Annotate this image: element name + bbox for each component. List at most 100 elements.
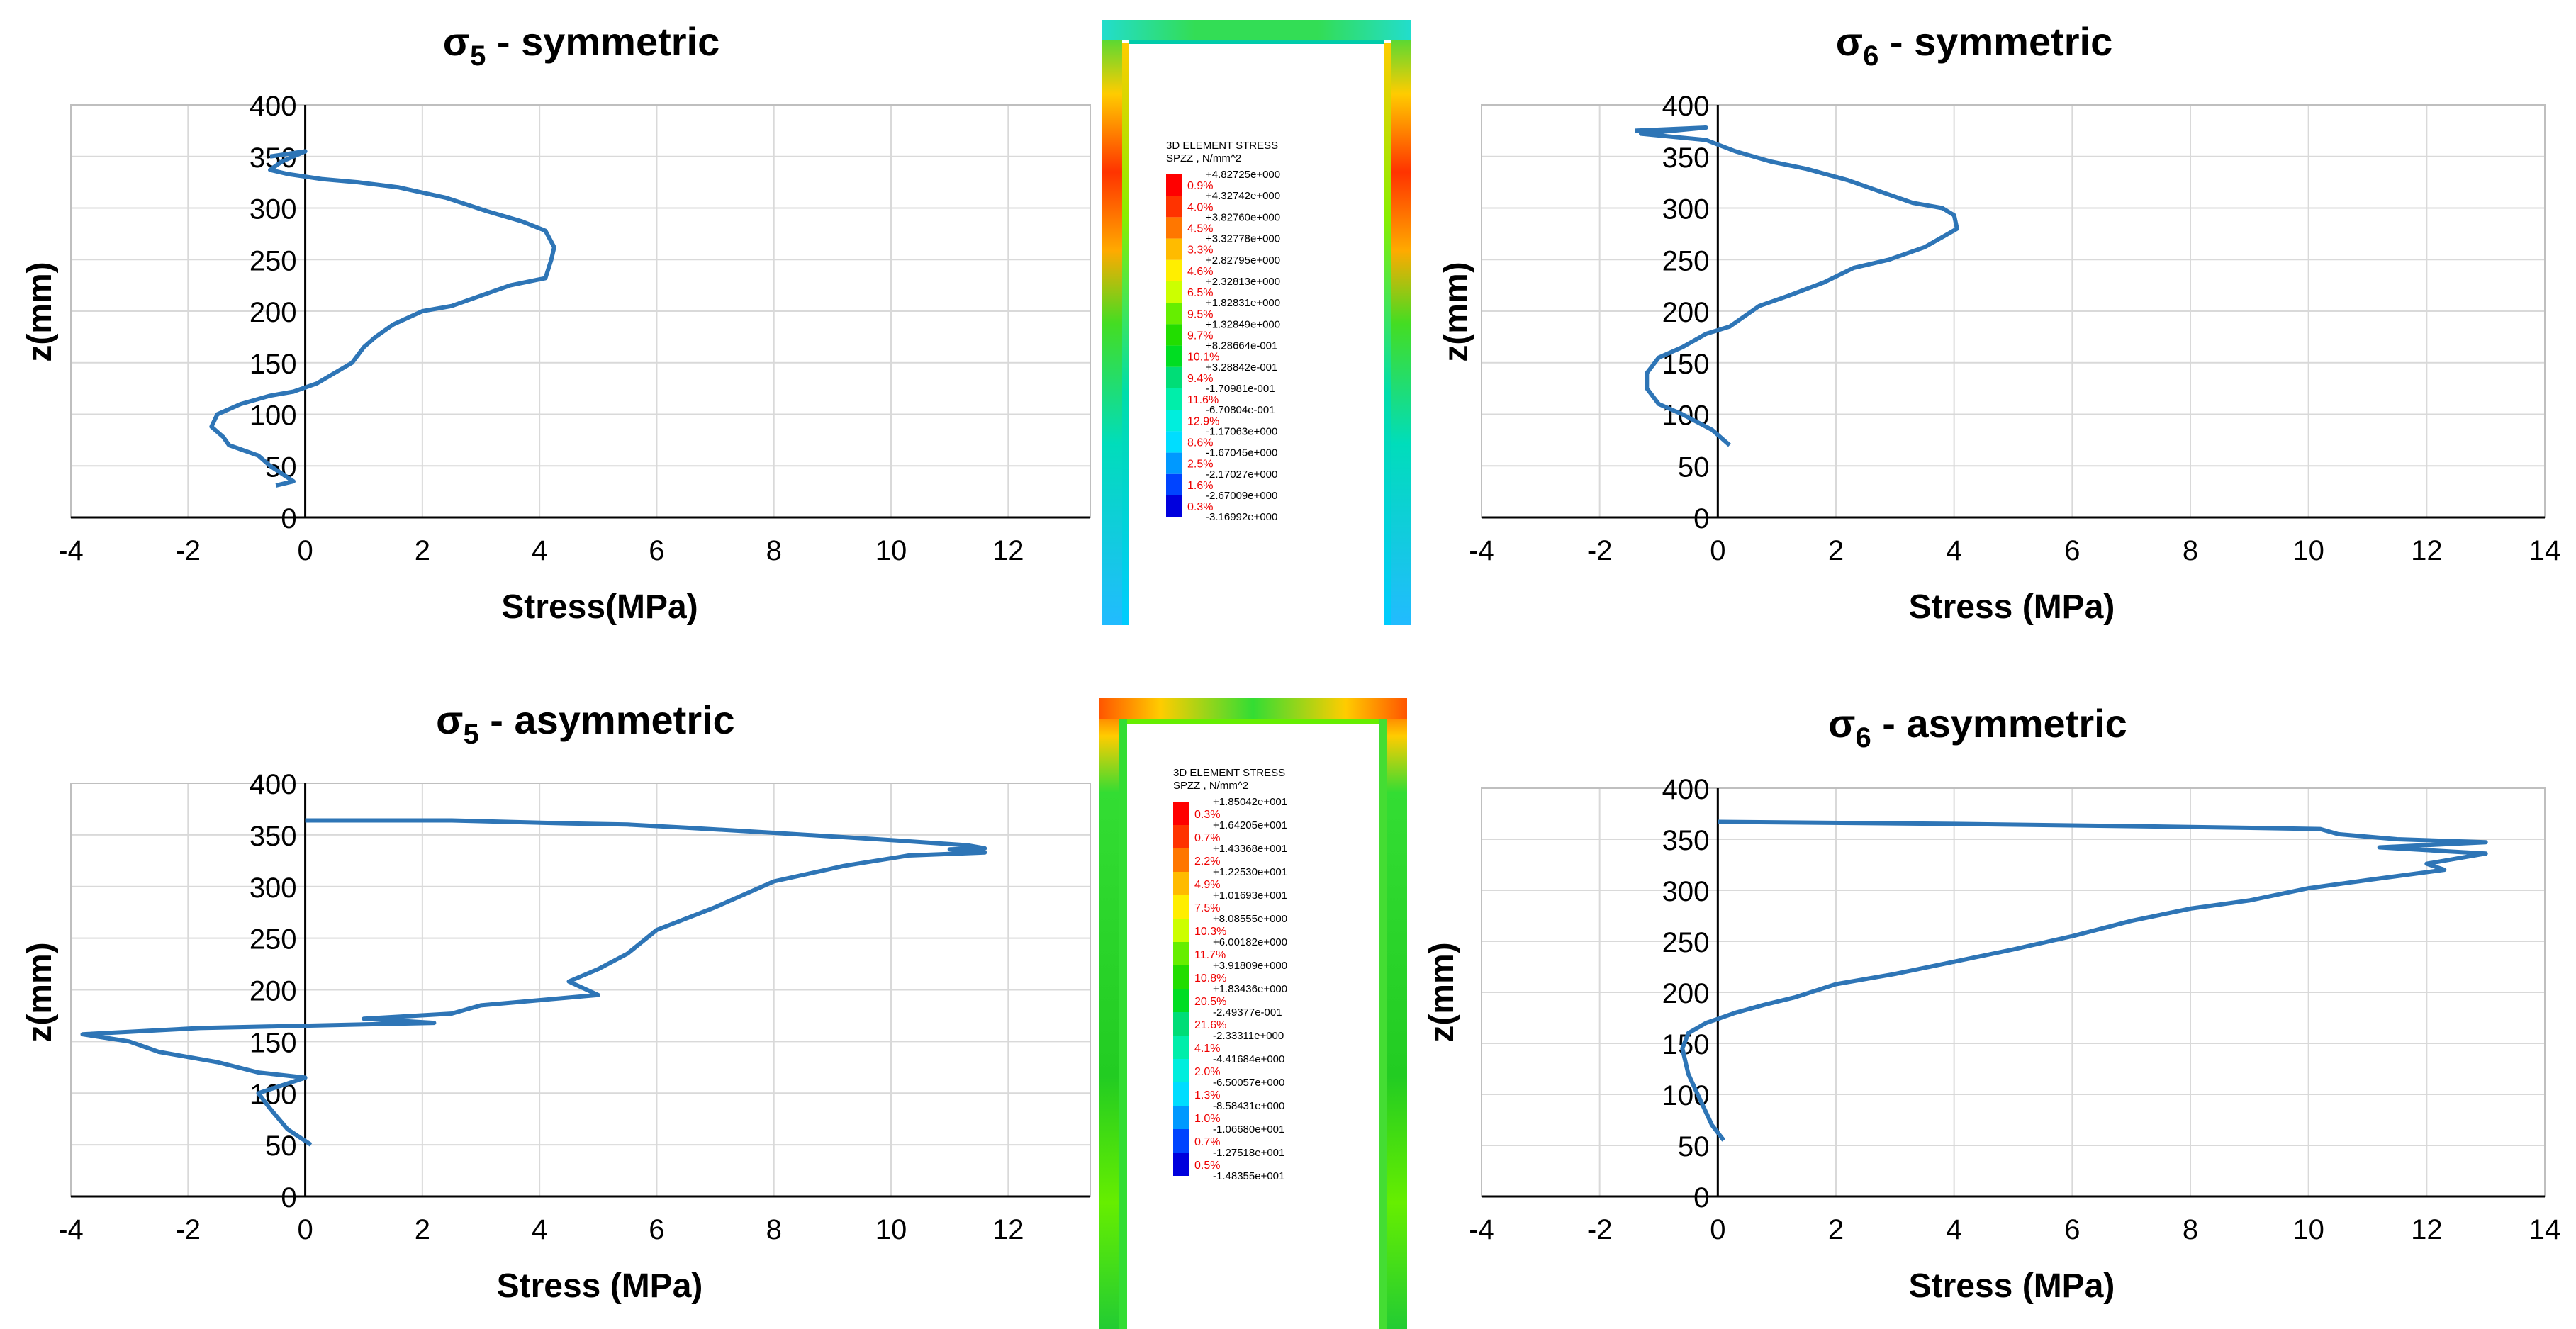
legend-percent: 4.9% <box>1194 879 1220 891</box>
x-tick-label: 8 <box>766 535 782 566</box>
legend-percent: 1.6% <box>1187 480 1213 492</box>
x-tick-label: 12 <box>992 535 1024 566</box>
legend-swatch <box>1173 1059 1189 1082</box>
legend-value: +1.32849e+000 <box>1206 318 1280 330</box>
legend-swatch <box>1173 1082 1189 1106</box>
x-tick-label: 0 <box>1710 535 1725 566</box>
legend-swatch <box>1173 1106 1189 1129</box>
legend-percent: 10.3% <box>1194 926 1226 938</box>
legend-percent: 2.2% <box>1194 856 1220 868</box>
legend-swatch <box>1166 452 1182 474</box>
x-tick-label: 14 <box>2529 535 2561 566</box>
y-tick-label: 0 <box>281 1182 296 1213</box>
legend-swatch <box>1166 174 1182 196</box>
x-tick-label: -2 <box>175 1214 201 1245</box>
legend-swatch <box>1166 303 1182 325</box>
legend-percent: 6.5% <box>1187 287 1213 299</box>
series-line <box>1680 819 2488 1142</box>
x-tick-label: 10 <box>2292 535 2324 566</box>
legend-swatch <box>1166 196 1182 218</box>
legend-value: -8.58431e+000 <box>1213 1100 1284 1112</box>
legend-percent: 0.3% <box>1187 501 1213 513</box>
x-tick-label: 12 <box>2411 535 2443 566</box>
x-axis-label: Stress (MPa) <box>497 1267 703 1305</box>
y-tick-label: 300 <box>250 873 297 904</box>
legend-percent: 1.0% <box>1194 1113 1220 1125</box>
x-tick-label: 0 <box>1710 1214 1725 1245</box>
legend-swatch <box>1166 281 1182 303</box>
x-tick-label: 8 <box>766 1214 782 1245</box>
legend-swatch <box>1173 989 1189 1012</box>
x-tick-label: 6 <box>649 1214 664 1245</box>
legend-header: 3D ELEMENT STRESS <box>1166 140 1278 152</box>
x-axis-label: Stress (MPa) <box>1909 588 2115 626</box>
legend-swatch <box>1173 895 1189 919</box>
legend-percent: 4.1% <box>1194 1043 1220 1055</box>
y-tick-label: 350 <box>250 821 297 852</box>
x-tick-label: 14 <box>2529 1214 2561 1245</box>
y-axis-label: z(mm) <box>1438 262 1475 361</box>
grid <box>1481 104 2546 518</box>
x-tick-label: 4 <box>532 535 547 566</box>
legend-percent: 0.9% <box>1187 180 1213 192</box>
legend-percent: 9.5% <box>1187 308 1213 320</box>
y-tick-label: 300 <box>250 194 297 225</box>
legend-percent: 7.5% <box>1194 902 1220 914</box>
y-tick-label: 250 <box>250 924 297 955</box>
legend-value: -2.17027e+000 <box>1206 469 1277 481</box>
series-line <box>1635 125 1959 447</box>
legend-percent: 0.5% <box>1194 1160 1220 1172</box>
legend-swatches <box>1166 174 1182 517</box>
legend-swatch <box>1166 473 1182 495</box>
legend-units: SPZZ , N/mm^2 <box>1166 152 1241 164</box>
legend-percent: 12.9% <box>1187 415 1219 427</box>
x-tick-label: 8 <box>2183 535 2198 566</box>
x-tick-label: 12 <box>992 1214 1024 1245</box>
y-tick-label: 400 <box>250 91 297 122</box>
contour-background <box>1102 21 1412 625</box>
legend-value: +3.32778e+000 <box>1206 233 1280 245</box>
legend-value: +1.85042e+001 <box>1213 796 1287 808</box>
x-tick-label: 2 <box>415 1214 430 1245</box>
legend-percent: 9.4% <box>1187 373 1213 385</box>
legend-value: +1.82831e+000 <box>1206 297 1280 309</box>
legend-percent: 0.7% <box>1194 1136 1220 1148</box>
legend-swatch <box>1166 431 1182 453</box>
legend-percent: 0.3% <box>1194 809 1220 821</box>
legend-percent: 10.8% <box>1194 972 1226 985</box>
legend-percent: 0.7% <box>1194 832 1220 844</box>
y-tick-label: 50 <box>265 1131 297 1162</box>
x-tick-label: -4 <box>1469 535 1494 566</box>
grid <box>70 104 1090 518</box>
legend-value: +1.22530e+001 <box>1213 866 1287 878</box>
y-axis-label: z(mm) <box>1423 942 1461 1042</box>
right-wall-outer <box>1387 698 1407 1329</box>
x-tick-labels: -4 -2 0 2 4 6 8 10 12 14 <box>1469 1214 2560 1245</box>
legend-value: -6.50057e+000 <box>1213 1077 1284 1089</box>
legend-value: -1.67045e+000 <box>1206 447 1277 459</box>
legend-value: -1.17063e+000 <box>1206 425 1277 437</box>
x-tick-label: 4 <box>532 1214 547 1245</box>
chart-title: σ6 - symmetric <box>1836 19 2113 72</box>
y-tick-label: 0 <box>1693 1182 1709 1213</box>
x-tick-label: 4 <box>1947 535 1962 566</box>
legend-value: -2.49377e-001 <box>1213 1006 1282 1019</box>
legend-percents: 0.9% 4.0% 4.5% 3.3% 4.6% 6.5% 9.5% 9.7% 10.1% 9.4… <box>1187 180 1219 513</box>
x-tick-label: -4 <box>1469 1214 1494 1245</box>
legend-value: +3.28842e-001 <box>1206 361 1277 374</box>
fe-contour-asymmetric: 3D ELEMENT STRESS SPZZ , N/mm^2 0.3% 0.7%… <box>1099 698 1409 1329</box>
legend-values: +1.85042e+001 +1.64205e+001 +1.43368e+001 +… <box>1213 796 1287 1182</box>
legend-swatch <box>1166 388 1182 410</box>
y-tick-label: 300 <box>1662 194 1710 225</box>
y-tick-label: 50 <box>1678 1131 1710 1162</box>
y-axis-label: z(mm) <box>21 262 59 361</box>
legend-value: +8.28664e-001 <box>1206 340 1277 352</box>
legend-swatch <box>1166 238 1182 260</box>
legend-value: -4.41684e+000 <box>1213 1053 1284 1065</box>
legend-units: SPZZ , N/mm^2 <box>1173 780 1248 792</box>
x-tick-label: 4 <box>1947 1214 1962 1245</box>
legend-value: -6.70804e-001 <box>1206 404 1275 416</box>
